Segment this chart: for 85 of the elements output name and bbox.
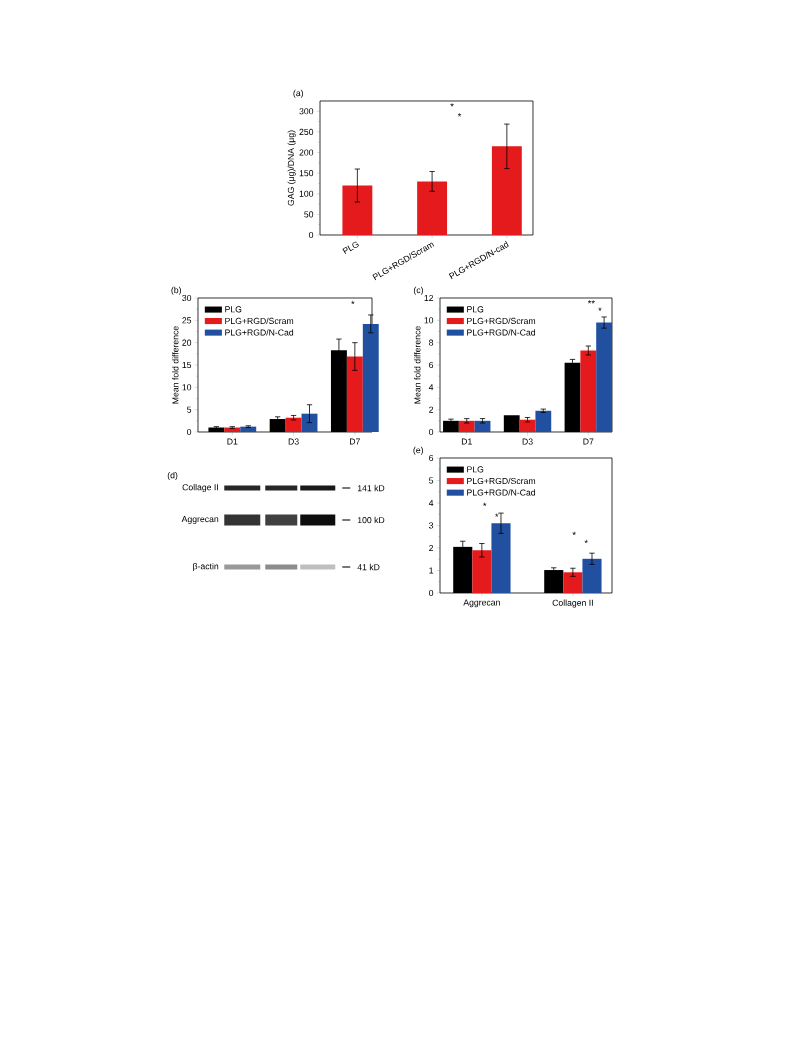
y-tick-label: 2 [429, 406, 434, 413]
y-axis-title: Mean fold difference [172, 326, 179, 404]
y-tick-label: 6 [429, 454, 434, 462]
y-tick-label: 50 [304, 211, 314, 218]
y-axis-title: Mean fold difference [414, 326, 421, 404]
legend-label: PLG+RGD/Scram [225, 317, 294, 324]
text: 100 kD [357, 516, 385, 524]
x-tick-label: PLG [342, 241, 359, 255]
y-tick-label: 300 [299, 108, 314, 115]
y-tick-label: 5 [187, 406, 192, 413]
bar [580, 350, 597, 432]
annotation: * [483, 502, 487, 506]
legend-label: PLG+RGD/Scram [467, 317, 536, 324]
bar [563, 572, 583, 593]
y-tick-label: 250 [299, 128, 314, 135]
x-tick-label: D7 [583, 438, 594, 445]
annotation: * [598, 307, 602, 311]
bar [582, 558, 602, 593]
bar [342, 185, 373, 235]
annotation: * [457, 113, 462, 117]
bar [596, 322, 612, 432]
bar [346, 356, 363, 432]
text: (d) [167, 471, 178, 481]
legend-label: PLG [225, 306, 242, 313]
x-tick-label: D3 [288, 438, 299, 445]
text: Aggrecan [181, 516, 219, 524]
text: Collage II [182, 483, 218, 493]
bar [285, 417, 302, 432]
y-tick-label: 10 [424, 317, 434, 324]
x-tick-label: D1 [461, 438, 472, 445]
y-tick-label: 20 [182, 339, 192, 346]
x-tick-label: D3 [522, 438, 533, 445]
y-axis-title: GAG (μg)/DNA (μg) [287, 130, 296, 206]
x-tick-label: D1 [227, 438, 238, 445]
chart-title: (c) [413, 286, 423, 295]
y-tick-label: 100 [299, 190, 314, 197]
annotation: * [450, 103, 454, 107]
y-tick-label: 15 [182, 361, 192, 369]
legend-label: PLG+RGD/N-Cad [225, 329, 294, 336]
y-tick-label: 3 [429, 522, 434, 529]
y-tick-label: 200 [299, 149, 314, 156]
annotation: ** [587, 300, 595, 304]
y-tick-label: 150 [299, 170, 314, 177]
y-tick-label: 30 [182, 294, 192, 302]
y-tick-label: 1 [429, 567, 434, 574]
annotation: * [351, 300, 355, 305]
y-tick-label: 10 [182, 384, 192, 391]
y-tick-label: 0 [309, 231, 314, 239]
bar [491, 146, 522, 235]
bar [474, 420, 491, 432]
text: β-actin [193, 562, 219, 572]
bar [417, 181, 448, 235]
chart-title: (a) [293, 89, 303, 98]
legend-label: PLG [467, 306, 484, 313]
y-tick-label: 12 [424, 294, 434, 302]
x-tick-label: D7 [350, 438, 360, 445]
legend-label: PLG+RGD/N-Cad [467, 329, 536, 336]
y-tick-label: 5 [429, 477, 434, 484]
bar [472, 550, 492, 593]
y-tick-label: 2 [429, 544, 434, 552]
annotation: * [495, 513, 499, 517]
y-tick-label: 0 [429, 428, 434, 436]
bar [458, 420, 475, 432]
text: 141 kD [357, 484, 385, 492]
x-tick-label: Collagen II [552, 599, 593, 608]
legend-label: PLG+RGD/Scram [467, 477, 536, 485]
bar [362, 323, 379, 432]
annotation: * [584, 539, 588, 544]
legend-label: PLG [467, 466, 484, 473]
y-tick-label: 4 [428, 500, 434, 506]
bar [519, 419, 536, 432]
y-tick-label: 0 [187, 428, 192, 436]
bar [535, 410, 552, 432]
bar [301, 413, 318, 432]
bar [491, 523, 511, 593]
y-tick-label: 4 [428, 384, 434, 391]
annotation: * [572, 531, 576, 536]
y-tick-label: 0 [429, 589, 434, 597]
y-tick-label: 6 [429, 361, 434, 369]
text: 41 kD [357, 563, 380, 571]
chart-title: (e) [413, 446, 423, 455]
y-tick-label: 8 [429, 339, 434, 346]
legend-label: PLG+RGD/N-Cad [467, 489, 536, 496]
y-tick-label: 25 [182, 317, 192, 324]
chart-title: (b) [171, 286, 181, 295]
